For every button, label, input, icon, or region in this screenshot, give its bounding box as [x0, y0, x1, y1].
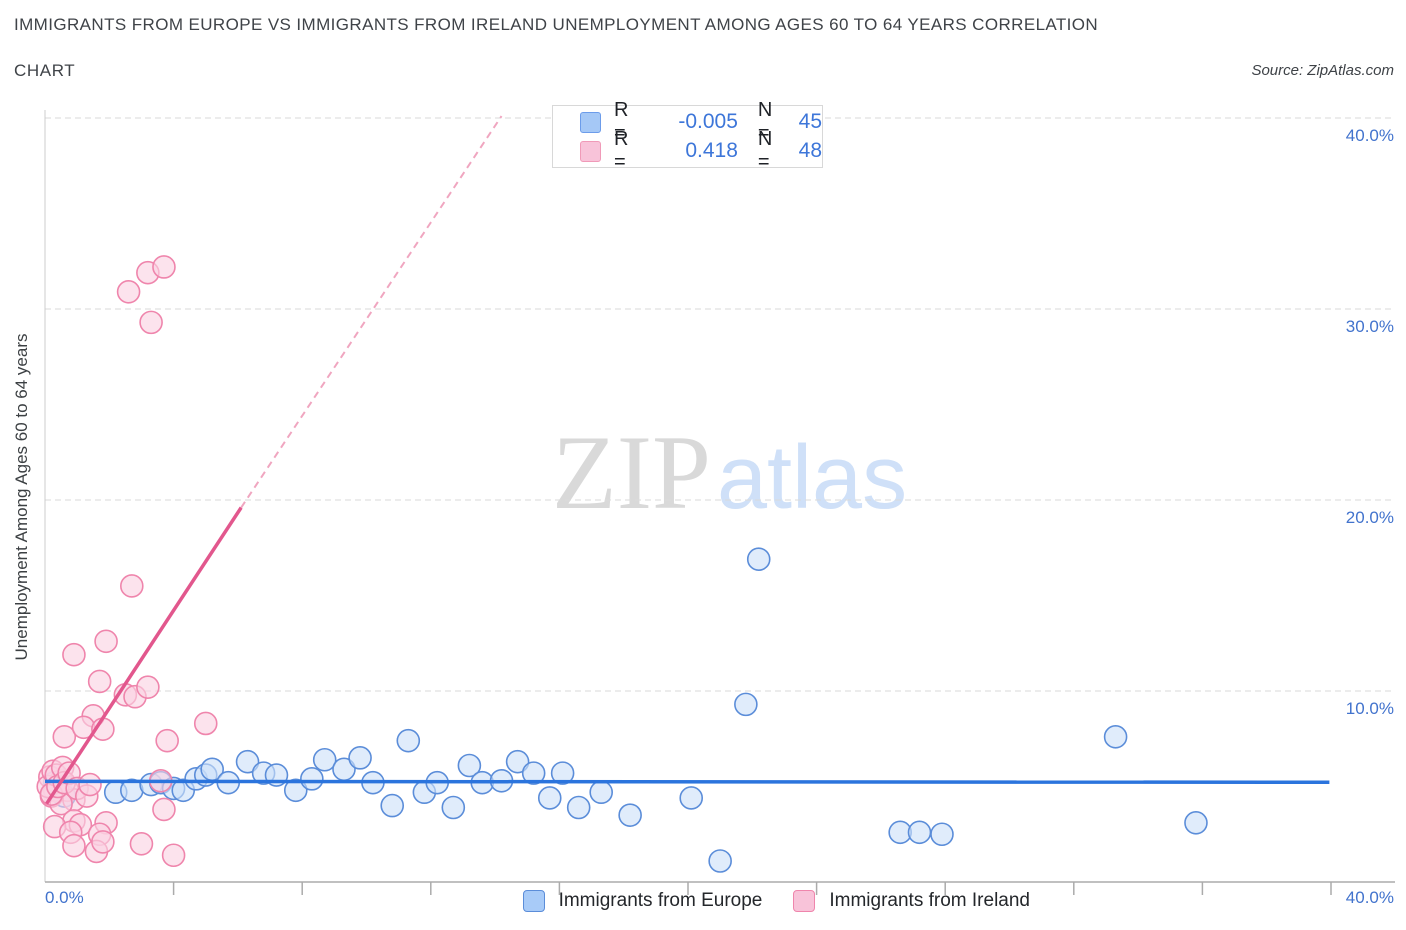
- scatter-point-europe[interactable]: [348, 746, 372, 770]
- ireland-trend-line: [45, 506, 243, 805]
- watermark-zip-text: ZIP: [552, 414, 711, 531]
- scatter-point-europe[interactable]: [589, 780, 613, 805]
- legend-item-ireland[interactable]: Immigrants from Ireland: [793, 890, 1030, 912]
- y-tick-label-40.0%: 40.0%: [1345, 126, 1394, 145]
- scatter-point-europe[interactable]: [396, 728, 421, 753]
- x-tick-label-40.0%: 40.0%: [1345, 888, 1394, 907]
- scatter-point-ireland[interactable]: [129, 831, 154, 856]
- scatter-point-ireland[interactable]: [120, 574, 144, 598]
- scatter-point-ireland[interactable]: [94, 629, 118, 654]
- source-attribution: Source: ZipAtlas.com: [1251, 62, 1394, 79]
- scatter-point-ireland[interactable]: [62, 833, 86, 858]
- scatter-point-ireland[interactable]: [152, 797, 176, 822]
- y-tick-label-30.0%: 30.0%: [1345, 317, 1394, 336]
- scatter-point-europe[interactable]: [521, 761, 546, 785]
- scatter-point-ireland[interactable]: [116, 280, 141, 304]
- scatter-point-europe[interactable]: [505, 749, 530, 774]
- europe-legend-label: Immigrants from Europe: [558, 890, 763, 911]
- scatter-point-europe[interactable]: [235, 749, 260, 774]
- legend-item-europe[interactable]: Immigrants from Europe: [522, 890, 763, 912]
- scatter-point-europe[interactable]: [618, 803, 642, 827]
- r-label: R =: [614, 128, 629, 173]
- series-legend: Immigrants from Europe Immigrants from I…: [0, 890, 1030, 912]
- page-title: IMMIGRANTS FROM EUROPE VS IMMIGRANTS FRO…: [14, 15, 1099, 34]
- scatter-point-ireland[interactable]: [78, 772, 102, 797]
- correlation-legend-box: R = -0.005 N = 45 R = 0.418 N = 48: [552, 99, 823, 173]
- scatter-point-ireland[interactable]: [136, 675, 160, 699]
- n-value-europe: 45: [798, 110, 822, 133]
- scatter-point-europe[interactable]: [930, 822, 954, 847]
- scatter-point-ireland[interactable]: [91, 830, 115, 854]
- scatter-point-ireland[interactable]: [62, 642, 86, 667]
- scatter-point-europe[interactable]: [679, 786, 704, 810]
- scatter-point-europe[interactable]: [457, 753, 482, 778]
- scatter-point-europe[interactable]: [537, 786, 562, 810]
- scatter-point-europe[interactable]: [312, 747, 337, 772]
- europe-trend-line: [44, 779, 1330, 785]
- europe-legend-swatch: [580, 111, 601, 133]
- scatter-point-ireland[interactable]: [52, 725, 77, 749]
- scatter-point-ireland[interactable]: [193, 711, 218, 736]
- y-tick-label-10.0%: 10.0%: [1345, 699, 1394, 718]
- x-tick-label-0.0%: 0.0%: [45, 888, 84, 907]
- n-label: N =: [757, 99, 773, 144]
- scatter-point-europe[interactable]: [1103, 725, 1128, 749]
- r-value-europe: -0.005: [678, 110, 738, 133]
- scatter-point-europe[interactable]: [550, 761, 575, 785]
- chart-section-label: CHART: [14, 61, 76, 80]
- scatter-point-europe[interactable]: [566, 795, 591, 820]
- ireland-legend-label: Immigrants from Ireland: [829, 890, 1030, 911]
- scatter-point-europe[interactable]: [708, 849, 732, 873]
- scatter-point-ireland[interactable]: [161, 843, 186, 868]
- europe-swatch: [522, 890, 545, 912]
- scatter-point-europe[interactable]: [907, 820, 932, 845]
- scatter-point-europe[interactable]: [1184, 810, 1208, 835]
- zipatlas-watermark: ZIPatlas: [552, 420, 907, 526]
- legend-row-europe: R = -0.005 N = 45: [580, 99, 822, 144]
- scatter-point-europe[interactable]: [734, 692, 758, 717]
- scatter-point-ireland[interactable]: [87, 669, 112, 694]
- scatter-point-europe[interactable]: [746, 547, 771, 572]
- scatter-point-ireland[interactable]: [139, 310, 163, 335]
- scatter-point-ireland[interactable]: [155, 728, 179, 753]
- n-value-ireland: 48: [798, 139, 822, 162]
- scatter-point-europe[interactable]: [300, 767, 324, 791]
- scatter-point-europe[interactable]: [441, 795, 466, 820]
- y-tick-label-20.0%: 20.0%: [1345, 508, 1394, 527]
- ireland-swatch: [793, 890, 816, 912]
- scatter-point-europe[interactable]: [380, 793, 405, 818]
- scatter-point-ireland[interactable]: [152, 255, 176, 279]
- watermark-atlas-text: atlas: [717, 428, 908, 528]
- n-label: N =: [757, 128, 773, 173]
- scatter-point-europe[interactable]: [283, 778, 308, 803]
- r-value-ireland: 0.418: [685, 139, 738, 162]
- y-axis-title: Unemployment Among Ages 60 to 64 years: [12, 333, 31, 661]
- legend-row-ireland: R = 0.418 N = 48: [580, 128, 822, 173]
- ireland-legend-swatch: [580, 140, 601, 162]
- ireland-trend-extension-dashed: [240, 115, 503, 509]
- r-label: R =: [614, 99, 629, 144]
